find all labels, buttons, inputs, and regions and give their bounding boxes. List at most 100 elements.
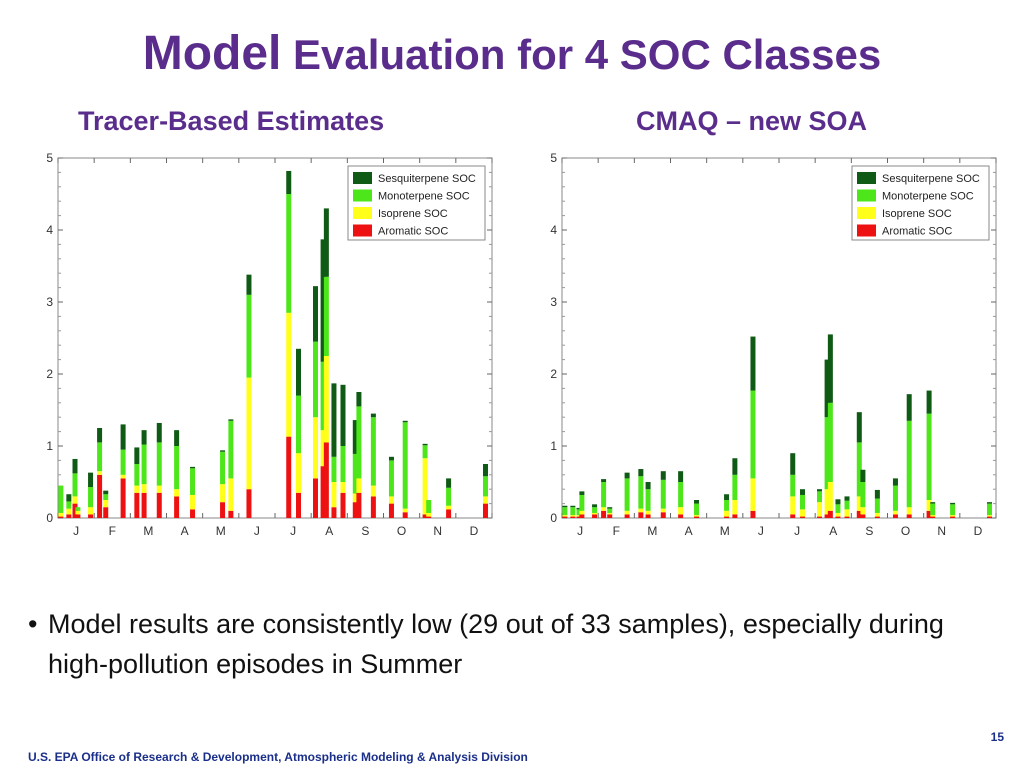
bar-segment-iso	[246, 377, 252, 490]
bar-segment-iso	[592, 512, 598, 515]
bar-segment-sesq	[482, 464, 488, 477]
x-tick-label: M	[720, 524, 730, 538]
bar-segment-mono	[320, 361, 326, 431]
bar-segment-arom	[370, 496, 376, 518]
bar-segment-iso	[296, 453, 302, 493]
bar-segment-sesq	[320, 239, 326, 362]
cmaq-chart: 0 1 2 3 4 5 J F M A M J J A S O N D Sesquiterpene SOC Monot…	[550, 151, 997, 538]
bar-segment-arom	[579, 514, 585, 518]
legend-swatch	[857, 207, 876, 219]
x-tick-label: N	[433, 524, 442, 538]
bar-segment-sesq	[570, 505, 576, 508]
bar-segment-iso	[790, 496, 796, 515]
slide-title: Model Evaluation for 4 SOC Classes	[0, 26, 1024, 81]
bar-segment-sesq	[72, 458, 78, 474]
bar-segment-arom	[592, 514, 598, 518]
bar-segment-mono	[950, 504, 956, 516]
bar-segment-mono	[340, 446, 346, 482]
bar-segment-mono	[331, 456, 337, 482]
bar-segment-arom	[228, 510, 234, 518]
y-tick-label: 3	[550, 295, 557, 309]
bar-segment-iso	[331, 482, 337, 508]
right-chart-title: CMAQ – new SOA	[636, 106, 868, 136]
bar-segment-iso	[323, 356, 329, 443]
bar-segment-sesq	[607, 507, 613, 509]
bar-segment-iso	[446, 505, 452, 510]
legend-label: Sesquiterpene SOC	[378, 173, 476, 185]
bar-segment-arom	[422, 514, 428, 518]
bar-segment-sesq	[141, 430, 147, 445]
y-tick-label: 5	[550, 151, 557, 165]
bar-segment-arom	[624, 514, 630, 518]
bar-segment-arom	[97, 474, 103, 518]
bar-segment-mono	[352, 453, 358, 494]
bar-segment-arom	[323, 442, 329, 518]
bar-segment-iso	[58, 512, 64, 517]
y-tick-label: 2	[46, 367, 53, 381]
bar-segment-arom	[607, 514, 613, 518]
bar-segment-arom	[645, 514, 651, 518]
bar-segment-iso	[930, 515, 936, 517]
bar-segment-iso	[645, 510, 651, 515]
bar-segment-mono	[402, 422, 408, 509]
bullet-point: • Model results are consistently low (29…	[28, 604, 988, 684]
bar-segment-mono	[482, 476, 488, 497]
bar-segment-iso	[286, 312, 292, 437]
bar-segment-iso	[601, 507, 607, 511]
bar-segment-arom	[660, 512, 666, 518]
bar-segment-mono	[607, 508, 613, 513]
y-tick-label: 1	[550, 439, 557, 453]
bar-segment-iso	[75, 510, 81, 515]
bar-segment-sesq	[592, 504, 598, 508]
y-tick-label: 0	[550, 511, 557, 525]
bar-segment-sesq	[750, 336, 756, 391]
bar-segment-sesq	[174, 430, 180, 446]
bar-segment-arom	[724, 516, 730, 518]
bar-segment-mono	[906, 420, 912, 508]
bar-segment-sesq	[356, 392, 362, 407]
bar-segment-arom	[482, 503, 488, 518]
x-tick-label: M	[143, 524, 153, 538]
legend-swatch	[857, 189, 876, 202]
bar-segment-iso	[579, 510, 585, 515]
bar-segment-arom	[874, 516, 880, 518]
bar-segment-iso	[986, 515, 992, 517]
bar-segment-arom	[860, 514, 866, 518]
bar-segment-arom	[141, 492, 147, 518]
bar-segment-mono	[141, 444, 147, 485]
bar-segment-iso	[72, 496, 78, 504]
bar-segment-sesq	[88, 472, 94, 488]
bar-segment-sesq	[579, 491, 585, 495]
bar-segment-mono	[72, 473, 78, 497]
bar-segment-iso	[320, 430, 326, 467]
bar-segment-arom	[678, 514, 684, 518]
legend-label: Isoprene SOC	[882, 208, 952, 220]
bar-segment-mono	[356, 406, 362, 479]
bar-segment-mono	[426, 500, 432, 513]
bar-segment-iso	[660, 508, 666, 513]
x-tick-label: F	[613, 524, 620, 538]
bar-segment-arom	[388, 503, 394, 518]
legend-swatch	[353, 189, 372, 202]
bar-segment-iso	[426, 512, 432, 517]
bar-segment-sesq	[340, 384, 346, 446]
bar-segment-arom	[58, 516, 64, 518]
bar-segment-sesq	[228, 419, 234, 421]
bar-segment-iso	[874, 512, 880, 517]
page-number: 15	[990, 730, 1004, 744]
bar-segment-arom	[340, 492, 346, 518]
bar-segment-iso	[800, 509, 806, 517]
bar-segment-iso	[120, 474, 126, 479]
y-tick-label: 1	[46, 439, 53, 453]
bar-segment-sesq	[860, 469, 866, 482]
bar-segment-sesq	[856, 412, 862, 443]
bar-segment-arom	[446, 509, 452, 518]
bar-segment-iso	[607, 512, 613, 515]
bar-segment-mono	[120, 449, 126, 475]
bar-segment-sesq	[562, 505, 568, 508]
bar-segment-arom	[750, 510, 756, 518]
bar-segment-arom	[835, 516, 841, 518]
bar-segment-iso	[678, 507, 684, 515]
bar-segment-arom	[601, 510, 607, 518]
bar-segment-mono	[926, 413, 932, 500]
